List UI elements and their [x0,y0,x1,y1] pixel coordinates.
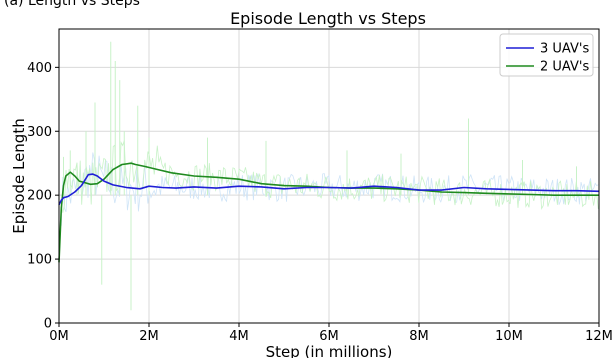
x-tick-label: 4M [229,329,249,344]
raw-trace-1 [60,152,599,226]
series-line-1 [58,173,600,206]
y-axis-ticks: 0 100 200 300 400 [27,61,59,332]
legend-label: 3 UAV's [540,42,589,57]
legend: 3 UAV's 2 UAV's [499,33,594,77]
x-tick-label: 6M [319,329,339,344]
x-tick-label: 8M [409,329,429,344]
series-line-2 [58,162,599,263]
y-tick-label: 400 [27,61,52,76]
raw-trace-2 [60,140,599,213]
y-tick-label: 300 [27,125,52,140]
series-lines [58,162,600,263]
x-tick-label: 2M [139,329,159,344]
y-axis-label: Episode Length [10,118,28,233]
y-tick-label: 100 [27,253,52,268]
x-axis-ticks: 0M 2M 4M 6M 8M 10M 12M [49,323,613,344]
x-axis-label: Step (in millions) [266,343,393,358]
x-tick-label: 0M [49,329,69,344]
figure-caption: (a) Length vs Steps [4,0,140,9]
y-tick-label: 0 [44,317,52,332]
x-tick-label: 12M [585,329,613,344]
y-tick-label: 200 [27,189,52,204]
chart-title: Episode Length vs Steps [230,9,426,28]
legend-label: 2 UAV's [540,60,589,75]
x-tick-label: 10M [495,329,523,344]
